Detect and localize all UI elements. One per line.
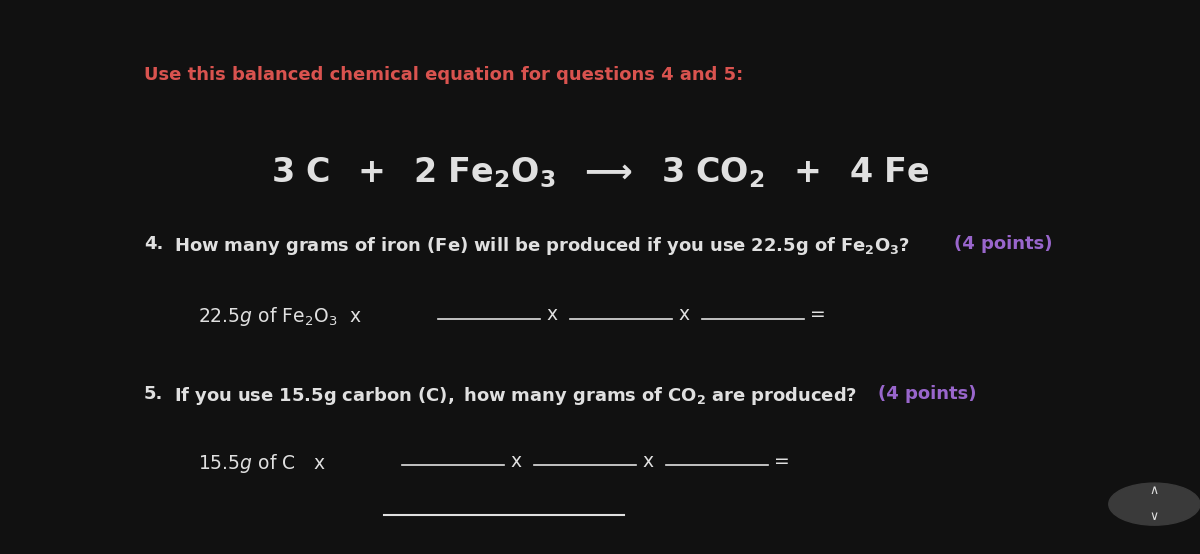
Text: x: x [546, 305, 557, 324]
Text: $\bf{How\ many\ grams\ of\ iron\ (Fe)\ will\ be\ produced\ if\ you\ use\ 22.5g\ : $\bf{How\ many\ grams\ of\ iron\ (Fe)\ w… [174, 235, 910, 258]
Text: 4.: 4. [144, 235, 163, 253]
Text: =: = [774, 452, 790, 470]
Text: =: = [810, 305, 826, 324]
Text: ∨: ∨ [1150, 510, 1159, 523]
Text: $\bf{If\ you\ use\ 15.5g\ carbon\ (C),\ how\ many\ grams\ of\ CO_2\ are\ produce: $\bf{If\ you\ use\ 15.5g\ carbon\ (C),\ … [174, 385, 857, 407]
Text: Use this balanced chemical equation for questions 4 and 5:: Use this balanced chemical equation for … [144, 66, 743, 84]
Text: x: x [642, 452, 653, 470]
Text: $\bf{3\ C\ \ +\ \ 2\ Fe_2O_3\ \ \longrightarrow\ \ 3\ CO_2\ \ +\ \ 4\ Fe}$: $\bf{3\ C\ \ +\ \ 2\ Fe_2O_3\ \ \longrig… [271, 155, 929, 190]
Text: (4 points): (4 points) [878, 385, 977, 403]
Text: $15.5g\ \mathrm{of}\ \mathrm{C}\ \ \ \mathrm{x}$: $15.5g\ \mathrm{of}\ \mathrm{C}\ \ \ \ma… [198, 452, 325, 475]
Text: (4 points): (4 points) [954, 235, 1052, 253]
Text: x: x [678, 305, 689, 324]
Circle shape [1109, 483, 1200, 525]
Text: ∧: ∧ [1150, 484, 1159, 497]
Text: $22.5g\ \mathrm{of}\ \mathrm{Fe}_2\mathrm{O}_3\ \ \mathrm{x}$: $22.5g\ \mathrm{of}\ \mathrm{Fe}_2\mathr… [198, 305, 362, 328]
Text: x: x [510, 452, 521, 470]
Text: 5.: 5. [144, 385, 163, 403]
